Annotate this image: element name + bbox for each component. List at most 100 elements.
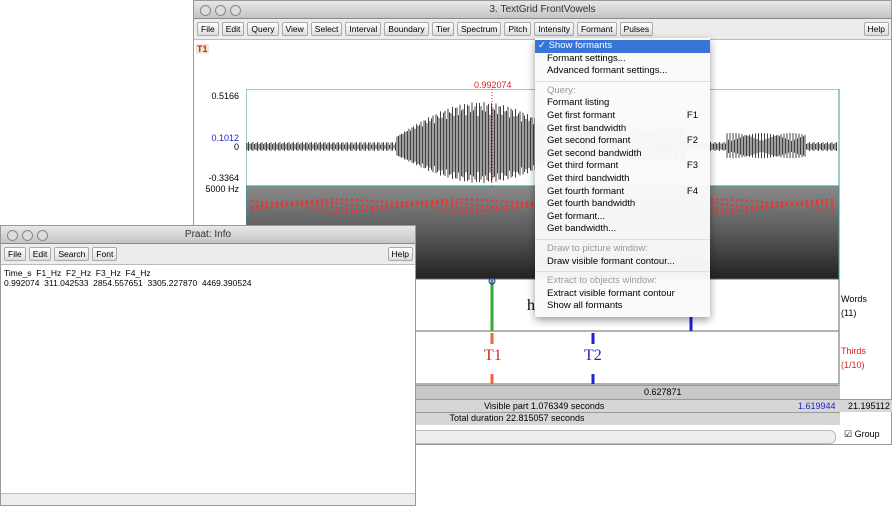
menu-item[interactable]: Get bandwidth... (535, 223, 710, 236)
menu-item[interactable]: Get first bandwidth (535, 123, 710, 136)
menu-button[interactable]: Formant (576, 22, 617, 36)
formant-dot (805, 200, 809, 203)
menu-item[interactable]: Get third formant F3 (535, 160, 710, 173)
menu-button[interactable]: Edit (221, 22, 245, 36)
menu-button[interactable]: Interval (345, 22, 382, 36)
menu-item[interactable]: Extract visible formant contour (535, 288, 710, 301)
formant-dot (300, 204, 304, 207)
menu-item[interactable]: Formant settings... (535, 53, 710, 66)
formant-dot (455, 205, 459, 209)
formant-dot (490, 208, 494, 212)
formant-dot (485, 209, 489, 213)
menu-item[interactable]: Get fourth bandwidth (535, 198, 710, 211)
menu-button[interactable]: Pulses (619, 22, 654, 36)
formant-dot (480, 210, 484, 213)
separator (535, 238, 710, 240)
menu-item[interactable]: Get third bandwidth (535, 173, 710, 186)
menu-button[interactable]: Query (247, 22, 279, 36)
menu-item[interactable]: Get second bandwidth (535, 148, 710, 161)
menu-item[interactable]: Show all formants (535, 300, 710, 313)
menu-item[interactable]: Draw visible formant contour... (535, 256, 710, 269)
menu-button[interactable]: Search (54, 247, 90, 261)
formant-dot (830, 210, 834, 213)
menu-button[interactable]: View (281, 22, 308, 36)
menu-help[interactable]: Help (863, 22, 889, 36)
formant-dot (485, 205, 489, 208)
menu-item-label: Formant listing (547, 97, 610, 109)
formant-dot (340, 211, 344, 214)
menu-button[interactable]: Pitch (504, 22, 532, 36)
separator (535, 80, 710, 82)
formant-dot (485, 199, 489, 202)
formant-dot (470, 198, 474, 201)
formant-dot (510, 207, 514, 210)
menu-item[interactable]: ✓ Show formants (535, 40, 710, 53)
formant-dot (810, 202, 814, 205)
formant-dot (290, 202, 294, 206)
menu-item[interactable]: Get first formant F1 (535, 110, 710, 123)
menu-item[interactable]: Formant listing (535, 97, 710, 110)
formant-dot (525, 202, 529, 205)
formant-menu: ✓ Show formants Formant settings... Advanc… (535, 38, 710, 317)
formant-dot (440, 199, 444, 202)
formant-dot (830, 201, 834, 204)
menu-button[interactable]: Intensity (534, 22, 574, 36)
menu-help[interactable]: Help (387, 247, 413, 261)
formant-dot (755, 208, 759, 211)
menu-item-label: Get first bandwidth (547, 122, 627, 134)
info-line: Time_s F1_Hz F2_Hz F3_Hz F4_Hz (4, 268, 151, 278)
menu-button[interactable]: File (4, 247, 26, 261)
formant-dot (370, 199, 374, 203)
menu-button[interactable]: Edit (28, 247, 52, 261)
menu-button[interactable]: Spectrum (457, 22, 502, 36)
formant-dot (390, 206, 394, 209)
visible-end: 1.619944 (798, 401, 836, 411)
formant-dot (515, 201, 519, 204)
tier-count: (11) (841, 308, 857, 318)
formant-dot (805, 202, 809, 205)
formant-dot (300, 202, 304, 205)
formant-dot (325, 201, 329, 204)
group-label: Group (854, 429, 880, 439)
window-title: 3. TextGrid FrontVowels (489, 4, 596, 15)
group-checkbox[interactable]: ☑ Group (844, 429, 880, 439)
formant-dot (725, 208, 729, 212)
formant-dot (475, 211, 479, 214)
formant-dot (790, 202, 794, 205)
formant-dot (740, 208, 744, 212)
formant-dot (325, 210, 329, 213)
menu-button[interactable]: Tier (431, 22, 455, 36)
formant-dot (390, 203, 394, 206)
menu-item[interactable]: Get formant... (535, 211, 710, 224)
menu-item[interactable]: Get second formant F2 (535, 135, 710, 148)
menu-item[interactable]: Get fourth formant F4 (535, 186, 710, 199)
formant-dot (250, 200, 254, 203)
title-bar: 3. TextGrid FrontVowels (194, 1, 891, 19)
tier-name: Words (841, 294, 867, 304)
formant-dot (395, 202, 399, 205)
formant-dot (405, 203, 409, 207)
formant-dot (710, 206, 714, 209)
formant-dot (365, 199, 369, 202)
formant-dot (405, 202, 409, 205)
formant-dot (760, 204, 764, 207)
menu-button[interactable]: Boundary (384, 22, 429, 36)
menu-button[interactable]: File (197, 22, 219, 36)
formant-dot (825, 201, 829, 204)
formant-dot (460, 211, 464, 214)
formant-dot (270, 205, 274, 208)
formant-dot (815, 207, 819, 210)
formant-dot (465, 202, 469, 205)
formant-dot (530, 203, 534, 207)
cursor-dot (488, 277, 496, 285)
formant-dot (380, 205, 384, 208)
menu-item[interactable]: Advanced formant settings... (535, 65, 710, 78)
formant-dot (310, 199, 314, 202)
formant-dot (385, 203, 389, 207)
menu-button[interactable]: Select (310, 22, 343, 36)
formant-dot (425, 202, 429, 205)
formant-dot (525, 204, 529, 207)
formant-dot (725, 198, 729, 201)
scrollbar[interactable] (1, 493, 415, 505)
menu-button[interactable]: Font (92, 247, 118, 261)
